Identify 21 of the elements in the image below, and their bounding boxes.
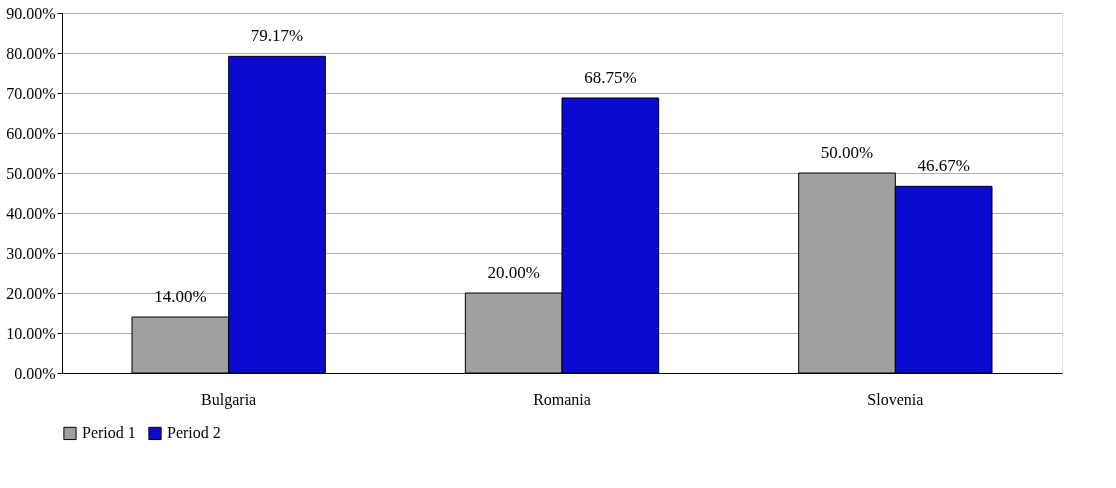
data-label: 20.00% (487, 263, 540, 282)
y-tick-label: 0.00% (14, 364, 56, 382)
x-tick-label: Slovenia (867, 390, 924, 408)
x-tick-label: Romania (533, 390, 591, 408)
y-tick-label: 50.00% (6, 164, 56, 182)
data-label: 14.00% (154, 287, 207, 306)
data-label: 68.75% (584, 68, 637, 87)
legend-label: Period 2 (167, 424, 221, 442)
data-label: 46.67% (917, 156, 970, 176)
y-tick-label: 20.00% (6, 284, 56, 302)
y-tick-label: 40.00% (6, 204, 56, 222)
y-tick-label: 90.00% (6, 4, 56, 22)
y-tick-label: 80.00% (6, 44, 56, 62)
x-tick-label: Bulgaria (201, 390, 257, 409)
y-tick-label: 60.00% (6, 124, 56, 142)
data-label: 50.00% (820, 143, 874, 162)
legend-label: Period 1 (82, 424, 136, 442)
y-tick-label: 10.00% (6, 324, 56, 342)
y-tick-label: 70.00% (6, 84, 56, 102)
y-tick-label: 30.00% (6, 244, 56, 262)
data-label: 79.17% (250, 26, 304, 46)
